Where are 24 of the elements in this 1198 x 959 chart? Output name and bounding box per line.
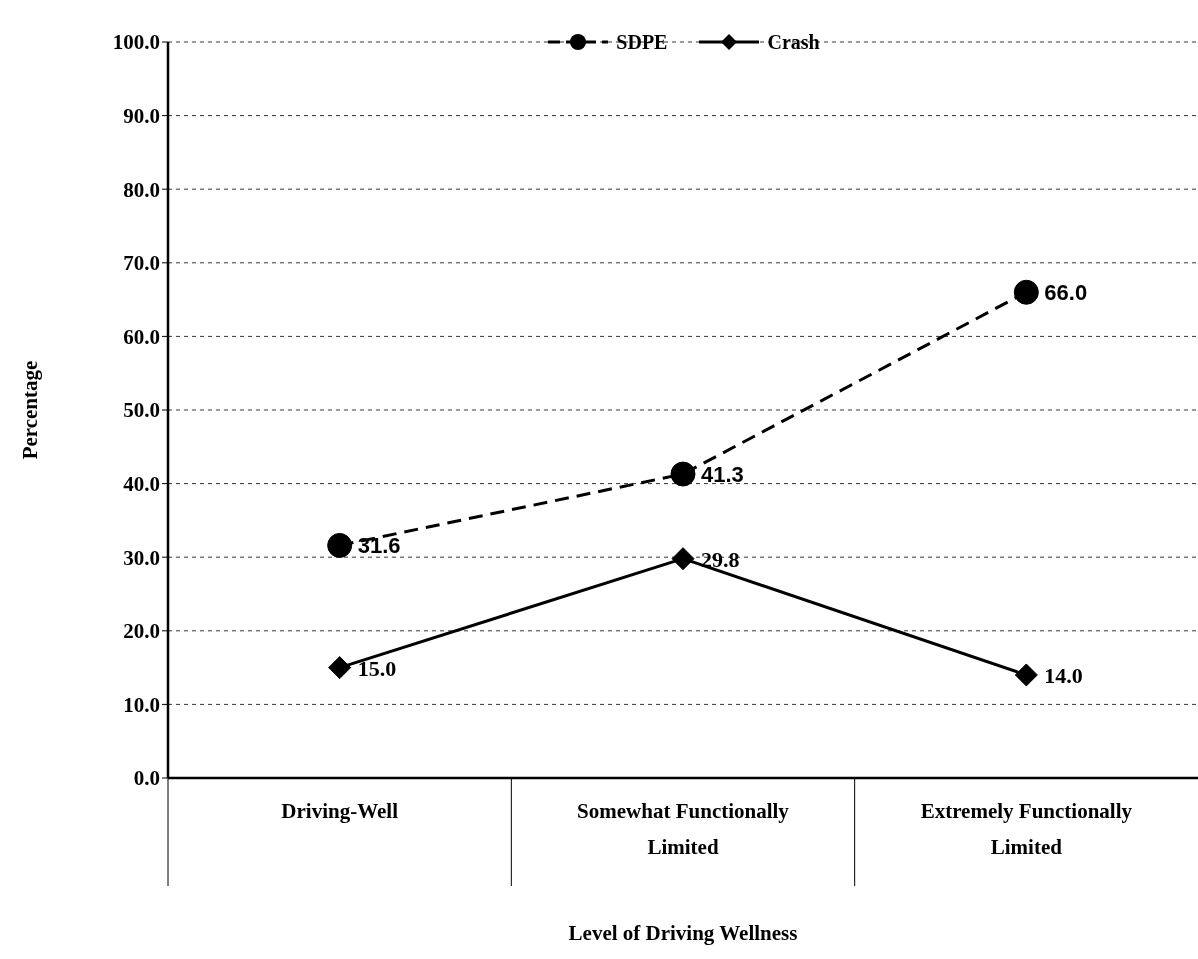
y-tick-label: 60.0	[123, 324, 160, 349]
data-label: 31.6	[357, 533, 401, 559]
y-tick-label: 80.0	[123, 177, 160, 202]
y-tick-label: 50.0	[123, 398, 160, 423]
legend-label: SDPE	[616, 30, 668, 54]
data-label: 14.0	[1044, 662, 1083, 688]
data-label: 29.8	[701, 546, 740, 572]
y-tick-label: 20.0	[123, 619, 160, 644]
data-label: 15.0	[357, 655, 397, 681]
y-tick-label: 70.0	[123, 251, 160, 276]
y-tick-label: 40.0	[123, 472, 160, 497]
y-axis-title: Percentage	[18, 360, 43, 460]
y-tick-label: 0.0	[133, 766, 160, 791]
y-tick-label: 100.0	[112, 30, 160, 55]
x-axis-title: Level of Driving Wellness	[568, 921, 798, 945]
x-tick-label: Driving-Well	[281, 799, 399, 823]
y-tick-label: 10.0	[123, 692, 160, 717]
x-tick-label: Extremely Functionally Limited	[920, 799, 1133, 859]
x-tick-label: Somewhat Functionally Limited	[577, 799, 790, 859]
y-tick-label: 90.0	[123, 104, 160, 129]
y-tick-label: 30.0	[123, 545, 160, 570]
data-label: 41.3	[701, 462, 744, 488]
data-label: 66.0	[1044, 280, 1088, 306]
legend-label: Crash	[767, 30, 820, 54]
